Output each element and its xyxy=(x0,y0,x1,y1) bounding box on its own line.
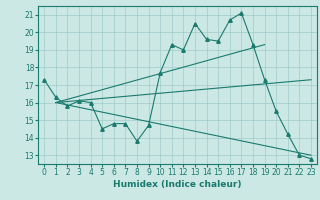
X-axis label: Humidex (Indice chaleur): Humidex (Indice chaleur) xyxy=(113,180,242,189)
